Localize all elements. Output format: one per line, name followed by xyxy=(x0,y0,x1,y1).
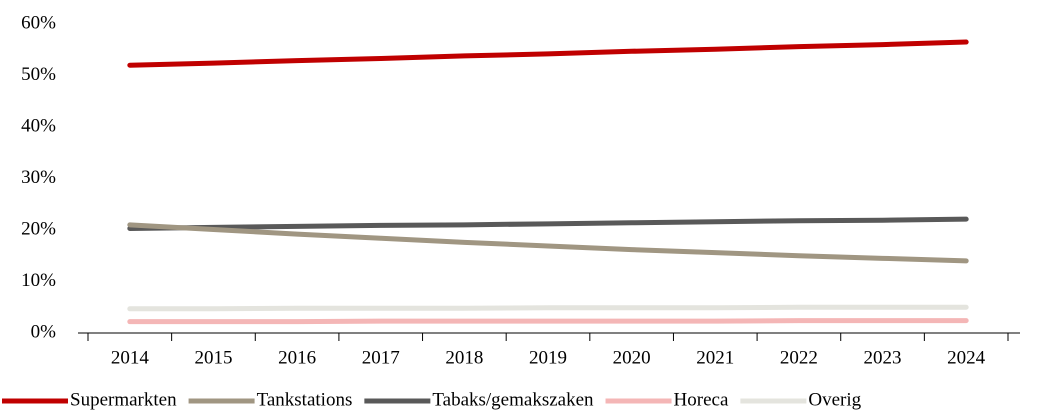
y-tick-label: 40% xyxy=(21,115,56,136)
legend-label: Supermarkten xyxy=(70,389,177,410)
x-tick-label: 2022 xyxy=(780,347,818,368)
y-tick-label: 50% xyxy=(21,64,56,85)
x-tick-label: 2018 xyxy=(445,347,483,368)
x-tick-label: 2016 xyxy=(278,347,316,368)
y-tick-label: 20% xyxy=(21,218,56,239)
x-tick-label: 2014 xyxy=(111,347,150,368)
y-tick-label: 10% xyxy=(21,270,56,291)
x-tick-label: 2015 xyxy=(194,347,232,368)
y-tick-label: 30% xyxy=(21,167,56,188)
legend-label: Tabaks/gemakszaken xyxy=(432,389,594,410)
x-tick-label: 2023 xyxy=(864,347,902,368)
legend-label: Tankstations xyxy=(257,389,353,410)
legend-label: Overig xyxy=(808,389,861,410)
series-line xyxy=(127,39,969,68)
x-tick-label: 2021 xyxy=(696,347,734,368)
y-tick-label: 0% xyxy=(31,321,57,342)
x-tick-label: 2024 xyxy=(947,347,986,368)
series-line xyxy=(127,216,969,231)
series-line xyxy=(127,304,969,312)
x-tick-label: 2020 xyxy=(613,347,651,368)
x-tick-label: 2017 xyxy=(362,347,400,368)
y-tick-label: 60% xyxy=(21,12,56,33)
x-tick-label: 2019 xyxy=(529,347,567,368)
series-line xyxy=(127,222,969,264)
legend-label: Horeca xyxy=(674,389,729,410)
series-line xyxy=(127,318,969,325)
